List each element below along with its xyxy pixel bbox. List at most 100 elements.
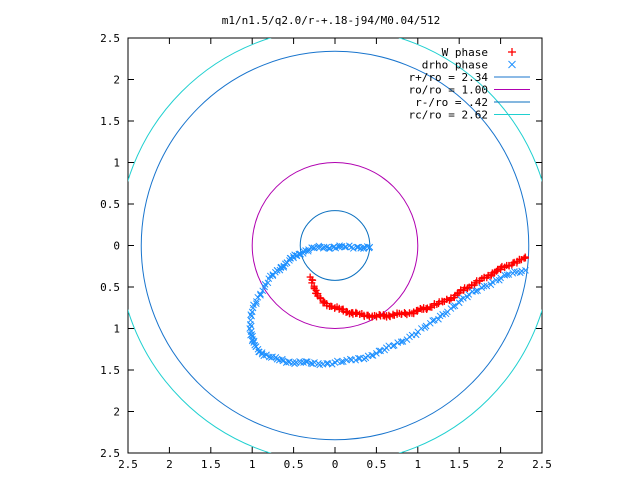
y-tick-label: 1 <box>113 157 120 170</box>
drho-phase-point-b <box>488 278 496 286</box>
drho-phase-point <box>480 282 488 290</box>
drho-phase-point <box>354 243 362 251</box>
drho-phase-point-b <box>497 274 504 282</box>
drho-phase-point <box>336 242 343 250</box>
drho-phase-point-b <box>341 243 349 251</box>
drho-phase-point-b <box>431 316 438 324</box>
drho-phase-point-b <box>246 325 254 332</box>
drho-phase-point-b <box>480 282 488 290</box>
drho-phase-point-b <box>258 349 266 356</box>
data-points <box>246 242 529 369</box>
drho-phase-point <box>503 271 511 279</box>
y-tick-label: 2.5 <box>100 32 120 45</box>
drho-phase-point-b <box>435 315 442 323</box>
drho-phase-point-b <box>355 354 362 362</box>
drho-phase-point-b <box>324 360 332 367</box>
drho-phase-point-b <box>338 358 345 366</box>
drho-phase-point <box>339 358 347 366</box>
drho-phase-point-b <box>451 302 459 310</box>
drho-phase-point <box>323 360 331 367</box>
drho-phase-point <box>302 358 310 365</box>
drho-phase-point <box>310 244 318 252</box>
drho-phase-point <box>269 272 277 280</box>
drho-phase-point <box>368 351 376 359</box>
drho-phase-point <box>355 354 362 362</box>
drho-phase-point <box>522 267 529 274</box>
drho-phase-point-b <box>375 347 383 355</box>
drho-phase-point-b <box>505 271 513 278</box>
drho-phase-point-b <box>286 254 294 262</box>
drho-phase-point <box>286 254 294 262</box>
drho-phase-point-b <box>339 358 347 366</box>
drho-phase-point-b <box>250 339 258 346</box>
drho-phase-point-b <box>279 357 287 365</box>
y-tick-label: 2 <box>113 74 120 87</box>
drho-phase-point-b <box>273 355 281 363</box>
drho-phase-point <box>465 291 473 298</box>
drho-phase-point-b <box>348 243 355 251</box>
drho-phase-point-b <box>329 243 337 251</box>
drho-phase-point-b <box>255 348 263 356</box>
x-tick-label: 1.5 <box>201 458 221 471</box>
x-tick-label: 2 <box>166 458 173 471</box>
drho-phase-point <box>259 287 267 295</box>
drho-phase-point <box>311 359 318 366</box>
drho-phase-point-b <box>357 244 365 252</box>
drho-phase-point-b <box>319 244 327 252</box>
drho-phase-point <box>254 293 262 301</box>
drho-phase-point <box>258 349 266 356</box>
drho-phase-point <box>488 278 496 286</box>
x-tick-label: 1 <box>249 458 256 471</box>
drho-phase-point-b <box>368 351 376 359</box>
drho-phase-point-b <box>325 245 333 252</box>
drho-phase-point <box>389 342 397 350</box>
legend-label: rc/ro = 2.62 <box>409 109 488 122</box>
chart-title: m1/n1.5/q2.0/r-+.18-j94/M0.04/512 <box>222 14 441 27</box>
drho-phase-point-b <box>278 355 286 363</box>
w-phase-point <box>521 254 529 262</box>
drho-phase-point-b <box>280 264 288 271</box>
radius-circle <box>299 210 371 281</box>
y-tick-label: 0 <box>113 240 120 253</box>
drho-phase-point-b <box>304 247 312 255</box>
drho-phase-point-b <box>503 271 511 279</box>
drho-phase-point <box>460 294 467 302</box>
drho-phase-point <box>261 281 269 288</box>
drho-phase-point <box>265 275 273 283</box>
drho-phase-point <box>353 243 361 251</box>
drho-phase-point-b <box>429 317 437 324</box>
drho-phase-point <box>483 282 491 290</box>
y-tick-label: 1 <box>113 323 120 336</box>
drho-phase-point <box>474 287 481 295</box>
drho-phase-point-b <box>254 293 262 301</box>
y-tick-label: 2.5 <box>100 447 120 460</box>
drho-phase-point <box>338 358 345 366</box>
drho-phase-point-b <box>472 287 480 295</box>
drho-phase-point-b <box>397 338 405 346</box>
drho-phase-point <box>505 271 513 278</box>
drho-phase-point <box>280 264 288 271</box>
drho-phase-point <box>375 347 383 355</box>
drho-phase-point-b <box>422 322 430 330</box>
drho-phase-point <box>329 243 337 251</box>
drho-phase-point <box>431 316 438 324</box>
drho-phase-point-b <box>311 359 318 366</box>
drho-phase-point-b <box>248 312 255 320</box>
drho-phase-point-b <box>460 294 467 302</box>
drho-phase-point <box>449 303 457 310</box>
drho-phase-point-b <box>254 345 262 353</box>
x-tick-label: 2.5 <box>532 458 552 471</box>
legend-marker-cross-b <box>508 60 516 69</box>
drho-phase-point-b <box>483 282 491 290</box>
drho-phase-point-b <box>333 357 341 365</box>
drho-phase-point-b <box>510 268 518 275</box>
drho-phase-point-b <box>389 342 397 350</box>
drho-phase-point-b <box>286 358 293 366</box>
drho-phase-point-b <box>247 321 254 328</box>
drho-phase-point <box>451 302 459 310</box>
drho-phase-point <box>276 266 284 274</box>
y-tick-label: 0.5 <box>100 198 120 211</box>
drho-phase-point <box>248 312 255 320</box>
drho-phase-point <box>261 283 268 291</box>
